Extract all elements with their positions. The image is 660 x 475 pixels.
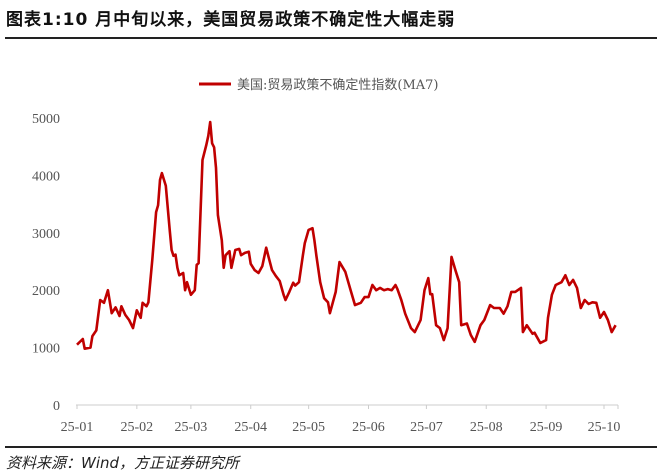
x-tick-label: 25-08 xyxy=(470,420,503,435)
x-tick-label: 25-09 xyxy=(530,420,563,435)
bottom-rule xyxy=(5,446,657,448)
y-tick-label: 5000 xyxy=(32,112,60,127)
x-axis: 25-01 25-02 25-03 25-04 25-05 25-06 25-07 25-08… xyxy=(61,404,621,435)
y-tick-label: 3000 xyxy=(32,227,60,242)
x-tick-label: 25-10 xyxy=(588,420,621,435)
legend-label: 美国:贸易政策不确定性指数(MA7) xyxy=(237,77,439,93)
top-rule xyxy=(5,37,657,39)
y-tick-label: 4000 xyxy=(32,169,60,184)
x-tick-label: 25-07 xyxy=(410,420,443,435)
x-tick-label: 25-02 xyxy=(121,420,154,435)
x-tick-label: 25-01 xyxy=(61,420,94,435)
y-tick-label: 0 xyxy=(53,399,60,414)
y-tick-label: 2000 xyxy=(32,284,60,299)
x-tick-label: 25-06 xyxy=(352,420,385,435)
y-axis: 0 1000 2000 3000 4000 5000 xyxy=(32,112,60,414)
legend: 美国:贸易政策不确定性指数(MA7) xyxy=(199,77,439,93)
x-tick-label: 25-05 xyxy=(292,420,325,435)
y-tick-label: 1000 xyxy=(32,342,60,357)
x-tick-label: 25-03 xyxy=(175,420,208,435)
figure-title: 图表1:10 月中旬以来，美国贸易政策不确定性大幅走弱 xyxy=(6,10,456,30)
series-line xyxy=(76,120,617,350)
source-note: 资料来源：Wind，方正证券研究所 xyxy=(6,454,240,472)
x-tick-label: 25-04 xyxy=(234,420,267,435)
